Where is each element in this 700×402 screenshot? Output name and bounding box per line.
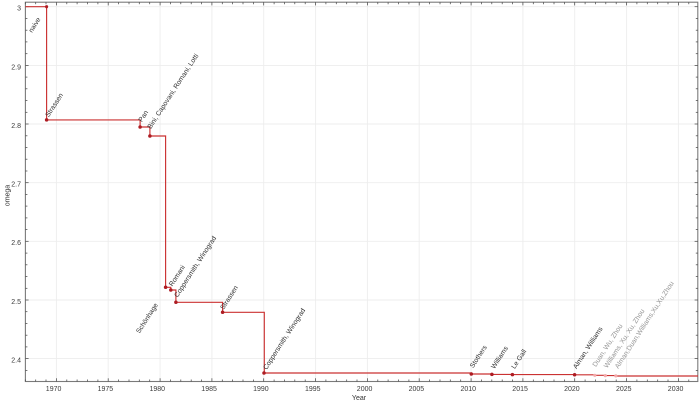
svg-text:1980: 1980 xyxy=(150,386,166,393)
svg-text:1995: 1995 xyxy=(305,386,321,393)
svg-text:Year: Year xyxy=(352,395,367,402)
svg-text:1975: 1975 xyxy=(98,386,114,393)
svg-text:2.9: 2.9 xyxy=(11,64,21,71)
svg-text:omega: omega xyxy=(5,185,12,207)
svg-text:2015: 2015 xyxy=(512,386,528,393)
svg-text:2020: 2020 xyxy=(564,386,580,393)
svg-text:3: 3 xyxy=(17,6,21,13)
svg-text:2030: 2030 xyxy=(668,386,684,393)
svg-text:1970: 1970 xyxy=(46,386,62,393)
svg-text:1985: 1985 xyxy=(201,386,217,393)
svg-text:1990: 1990 xyxy=(253,386,269,393)
svg-text:2.7: 2.7 xyxy=(11,182,21,189)
svg-text:2.6: 2.6 xyxy=(11,240,21,247)
svg-text:2000: 2000 xyxy=(357,386,373,393)
svg-text:2005: 2005 xyxy=(409,386,425,393)
svg-text:2.5: 2.5 xyxy=(11,299,21,306)
svg-text:2.4: 2.4 xyxy=(11,358,21,365)
svg-text:2010: 2010 xyxy=(461,386,477,393)
svg-text:2025: 2025 xyxy=(616,386,632,393)
svg-text:2.8: 2.8 xyxy=(11,123,21,130)
